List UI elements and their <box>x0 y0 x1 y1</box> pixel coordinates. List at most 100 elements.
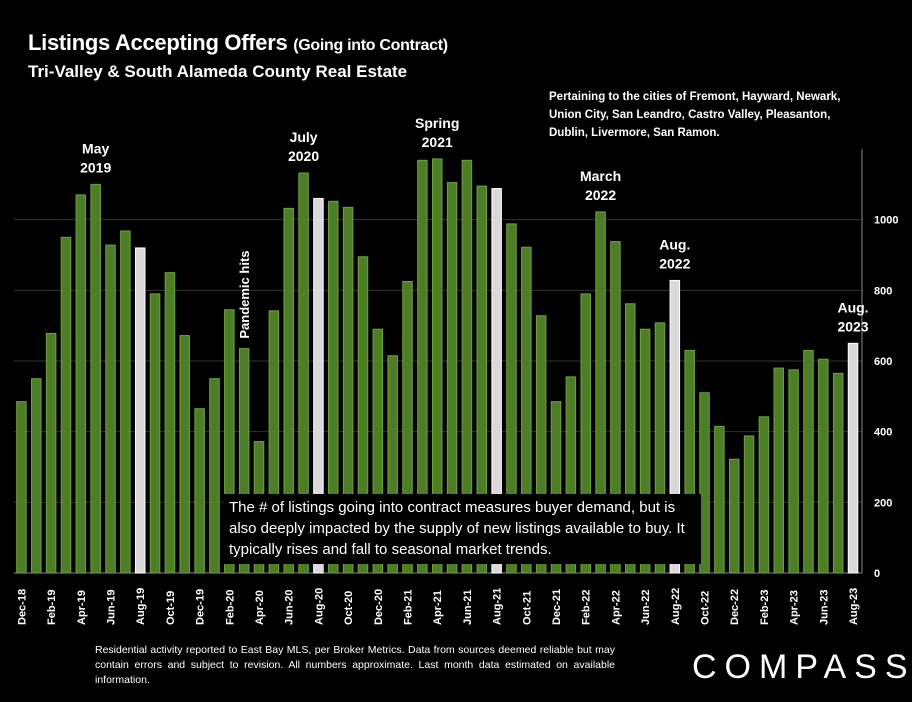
x-tick-label: Dec-19 <box>195 589 207 625</box>
annotation-label: May <box>82 140 109 156</box>
bar <box>283 207 294 574</box>
compass-logo: COMPASS <box>692 648 912 686</box>
x-tick-label: Feb-23 <box>759 590 771 625</box>
chart-title-paren: (Going into Contract) <box>293 37 448 54</box>
bar <box>714 425 725 574</box>
x-tick-label: Aug-20 <box>313 588 325 625</box>
x-tick-label: Feb-22 <box>581 590 593 625</box>
bar <box>313 197 324 574</box>
bar <box>60 236 72 574</box>
chart-title-main: Listings Accepting Offers <box>28 30 288 55</box>
bar <box>31 378 42 574</box>
bar <box>550 401 562 574</box>
y-tick-label: 1000 <box>874 215 898 227</box>
annotation-label: 2020 <box>288 148 319 164</box>
annotation-label: 2023 <box>837 318 868 334</box>
bar <box>224 309 235 574</box>
annotation-label: 2021 <box>422 134 453 150</box>
bar <box>565 376 577 574</box>
x-tick-label: Oct-22 <box>700 591 712 625</box>
x-tick-label: Dec-21 <box>551 589 563 625</box>
bar <box>238 348 250 574</box>
annotation-label: Spring <box>415 115 459 131</box>
x-tick-label: Dec-18 <box>16 589 28 625</box>
bar <box>16 401 27 574</box>
callout-box: The # of listings going into contract me… <box>223 494 701 564</box>
bar <box>120 230 131 574</box>
bar <box>134 247 146 574</box>
x-tick-label: Feb-21 <box>403 590 415 625</box>
annotation-label: July <box>290 129 318 145</box>
bar <box>625 303 636 574</box>
bar <box>639 328 651 574</box>
x-tick-label: Apr-22 <box>610 590 622 625</box>
bar <box>580 293 591 574</box>
annotation-label: 2019 <box>80 159 111 175</box>
bar <box>832 372 844 574</box>
bar <box>758 416 770 574</box>
bar <box>149 293 161 574</box>
bar <box>164 272 176 574</box>
x-tick-label: Aug-22 <box>670 588 682 625</box>
y-tick-label: 200 <box>874 497 892 509</box>
bar <box>506 223 517 574</box>
x-tick-label: Jun-19 <box>106 590 118 625</box>
bar <box>461 159 473 574</box>
bar <box>788 369 799 574</box>
bar <box>669 279 681 574</box>
x-tick-label: Oct-21 <box>521 591 533 625</box>
y-tick-label: 800 <box>874 285 892 297</box>
y-tick-label: 600 <box>874 356 892 368</box>
x-tick-label: Apr-20 <box>254 590 266 625</box>
annotation-label: Aug. <box>659 236 690 252</box>
x-tick-label: Apr-23 <box>789 590 801 625</box>
bar <box>446 182 458 574</box>
bar <box>476 185 488 574</box>
x-tick-label: Jun-20 <box>284 590 296 625</box>
bar <box>328 200 339 574</box>
bar <box>357 256 369 574</box>
annotation-label: Aug. <box>837 299 868 315</box>
bar <box>743 435 755 574</box>
bar <box>803 349 814 574</box>
chart-title: Listings Accepting Offers (Going into Co… <box>28 30 448 56</box>
bar <box>491 188 502 574</box>
x-tick-label: Dec-22 <box>729 589 741 625</box>
y-tick-label: 0 <box>874 568 880 580</box>
bar <box>521 246 532 574</box>
annotation-label: March <box>580 168 621 184</box>
x-tick-label: Aug-23 <box>848 588 860 625</box>
bar <box>773 367 785 574</box>
x-tick-label: Apr-21 <box>432 590 444 625</box>
bar <box>209 378 220 574</box>
bar <box>847 342 859 574</box>
x-tick-label: Jun-22 <box>640 590 652 625</box>
bar <box>535 315 547 574</box>
x-tick-label: Apr-19 <box>76 590 88 625</box>
x-tick-label: Oct-19 <box>165 591 177 625</box>
x-tick-label: Jun-23 <box>818 590 830 625</box>
bar <box>402 281 413 574</box>
bar <box>372 328 384 574</box>
bar <box>268 310 280 574</box>
bar <box>45 332 57 574</box>
annotation-label: 2022 <box>585 187 616 203</box>
bar <box>90 183 101 574</box>
annotation-label: 2022 <box>659 255 690 271</box>
bar <box>431 158 443 574</box>
bar <box>387 355 398 574</box>
bar <box>818 358 829 574</box>
bar <box>654 322 666 574</box>
bar <box>610 241 621 574</box>
bar <box>342 206 354 574</box>
bar <box>728 458 740 574</box>
annotation-label: Pandemic hits <box>237 250 252 338</box>
bar <box>417 159 428 574</box>
x-tick-label: Dec-20 <box>373 589 385 625</box>
x-tick-label: Oct-20 <box>343 591 355 625</box>
chart-subtitle: Tri-Valley & South Alameda County Real E… <box>28 62 408 81</box>
bar <box>179 335 191 574</box>
x-tick-label: Jun-21 <box>462 590 474 625</box>
bar <box>699 392 710 574</box>
